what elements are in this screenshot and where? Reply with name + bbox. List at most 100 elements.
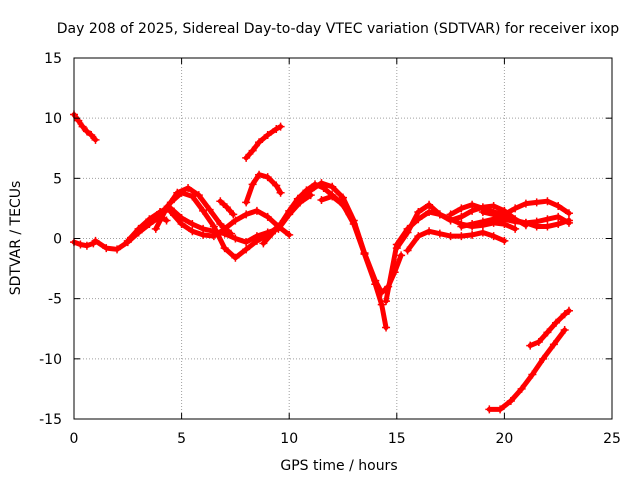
data-point [511, 216, 520, 225]
series-trace [153, 185, 234, 237]
data-point [382, 297, 391, 306]
series-arc-o [403, 227, 509, 255]
data-point [231, 253, 240, 262]
chart-title: Day 208 of 2025, Sidereal Day-to-day VTE… [57, 21, 620, 37]
data-point [220, 244, 229, 253]
data-point [414, 208, 423, 217]
data-point [82, 241, 91, 250]
y-axis-label: SDTVAR / TECUs [8, 181, 24, 296]
data-point [151, 224, 160, 233]
data-point [457, 204, 466, 213]
data-point [435, 229, 444, 238]
data-point [425, 227, 434, 236]
data-point [276, 122, 285, 131]
data-point [87, 131, 96, 140]
data-point [242, 153, 251, 162]
data-point [276, 188, 285, 197]
data-point [414, 232, 423, 241]
data-point [162, 216, 171, 225]
data-point [403, 246, 412, 255]
data-point [392, 244, 401, 253]
data-point [216, 220, 225, 229]
series-arc-g [216, 197, 238, 219]
x-tick-label: 5 [177, 431, 186, 447]
data-point [231, 234, 240, 243]
data-point [263, 131, 272, 140]
y-tick-label: 0 [53, 232, 62, 248]
series-arc-e [166, 206, 294, 241]
data-point [446, 232, 455, 241]
data-point [534, 337, 543, 346]
axis-ticks [73, 57, 613, 420]
x-tick-label: 15 [388, 431, 406, 447]
data-point [91, 236, 100, 245]
data-point [184, 183, 193, 192]
data-point [500, 212, 509, 221]
data-point [377, 300, 386, 309]
data-point [272, 181, 281, 190]
data-point [209, 222, 218, 231]
data-point [560, 325, 569, 334]
data-point [242, 198, 251, 207]
data-series [70, 110, 573, 414]
data-point [173, 188, 182, 197]
data-point [205, 205, 214, 214]
data-point [188, 227, 197, 236]
data-point [328, 182, 337, 191]
data-point [166, 208, 175, 217]
data-point [252, 236, 261, 245]
data-point [489, 232, 498, 241]
data-point [227, 229, 236, 238]
data-point [425, 200, 434, 209]
y-tick-label: 10 [44, 111, 62, 127]
x-tick-label: 10 [280, 431, 298, 447]
y-tick-label: 5 [53, 171, 62, 187]
data-point [511, 204, 520, 213]
data-point [468, 220, 477, 229]
data-point [231, 216, 240, 225]
data-point [554, 220, 563, 229]
data-point [457, 212, 466, 221]
data-point [267, 229, 276, 238]
series-arc-f [151, 183, 236, 238]
data-point [199, 206, 208, 215]
data-point [543, 215, 552, 224]
data-point [360, 250, 369, 259]
data-point [113, 245, 122, 254]
series-trace [405, 228, 507, 253]
data-point [276, 220, 285, 229]
data-point [248, 180, 257, 189]
data-point [242, 245, 251, 254]
series-trace [168, 208, 292, 239]
data-point [328, 192, 337, 201]
data-point [549, 340, 558, 349]
data-point [468, 230, 477, 239]
data-point [242, 238, 251, 247]
data-point [371, 280, 380, 289]
data-point [229, 210, 238, 219]
y-tick-label: -5 [48, 292, 62, 308]
data-point [526, 341, 535, 350]
data-point [194, 191, 203, 200]
data-point [123, 236, 132, 245]
data-point [564, 306, 573, 315]
data-point [500, 236, 509, 245]
data-point [306, 186, 315, 195]
data-point [134, 228, 143, 237]
data-point [528, 370, 537, 379]
data-point [457, 232, 466, 241]
data-point [102, 244, 111, 253]
series-arc-s [485, 325, 569, 414]
data-point [485, 405, 494, 414]
data-point [543, 328, 552, 337]
data-point [295, 198, 304, 207]
data-point [425, 208, 434, 217]
data-point [506, 396, 515, 405]
data-point [532, 198, 541, 207]
data-point [382, 323, 391, 332]
data-point [560, 310, 569, 319]
data-point [317, 179, 326, 188]
data-point [285, 206, 294, 215]
